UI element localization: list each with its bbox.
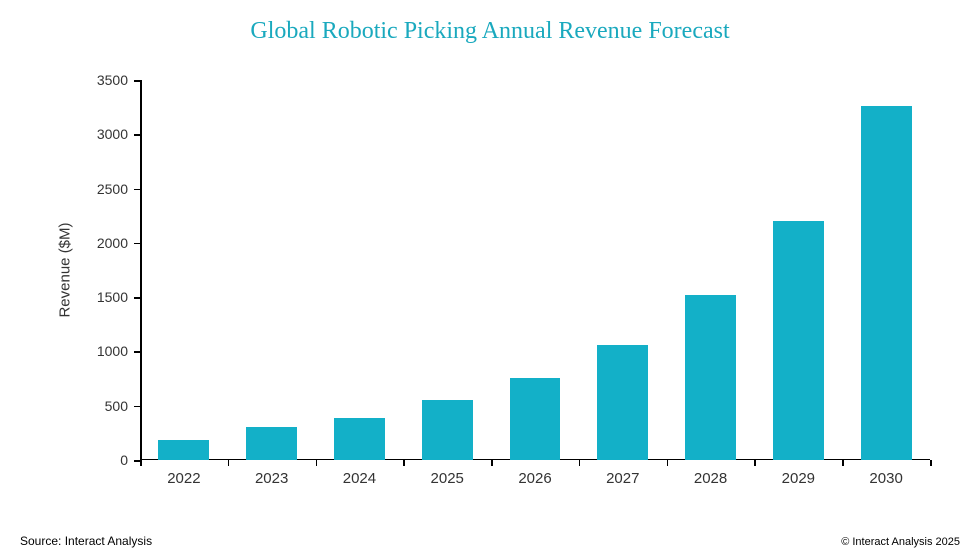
copyright-text: © Interact Analysis 2025 [841,536,960,548]
bar [861,106,912,460]
x-tick [491,460,493,466]
x-tick-label: 2024 [343,470,376,487]
plot-area [140,80,930,460]
chart-container: Global Robotic Picking Annual Revenue Fo… [0,0,980,560]
x-tick [930,460,932,466]
x-tick-label: 2022 [167,470,200,487]
x-tick [667,460,669,466]
y-tick [134,189,140,191]
bar [685,295,736,460]
x-tick-label: 2028 [694,470,727,487]
y-tick [134,243,140,245]
x-tick [403,460,405,466]
y-tick [134,134,140,136]
x-tick [140,460,142,466]
x-tick-label: 2023 [255,470,288,487]
y-tick [134,80,140,82]
bar [510,378,561,461]
y-tick [134,351,140,353]
x-tick-label: 2029 [782,470,815,487]
source-text: Source: Interact Analysis [20,534,152,548]
y-tick-label: 3500 [97,72,128,88]
y-tick [134,406,140,408]
x-tick [754,460,756,466]
y-tick-label: 1000 [97,343,128,359]
x-tick [228,460,230,466]
x-tick-label: 2027 [606,470,639,487]
x-tick [842,460,844,466]
y-tick-label: 1500 [97,289,128,305]
y-axis-title: Revenue ($M) [57,222,74,317]
y-tick-label: 3000 [97,126,128,142]
x-tick [579,460,581,466]
y-tick-label: 2500 [97,181,128,197]
bar [773,221,824,460]
y-axis-line [140,80,142,460]
y-tick-label: 500 [105,398,128,414]
bar [334,418,385,460]
bar [158,440,209,460]
y-tick-label: 2000 [97,235,128,251]
y-tick-label: 0 [120,452,128,468]
x-tick-label: 2025 [431,470,464,487]
x-tick-label: 2026 [518,470,551,487]
bar [422,400,473,460]
bar [246,427,297,460]
chart-title: Global Robotic Picking Annual Revenue Fo… [0,18,980,45]
x-tick [316,460,318,466]
y-tick [134,297,140,299]
bar [597,345,648,460]
x-tick-label: 2030 [869,470,902,487]
